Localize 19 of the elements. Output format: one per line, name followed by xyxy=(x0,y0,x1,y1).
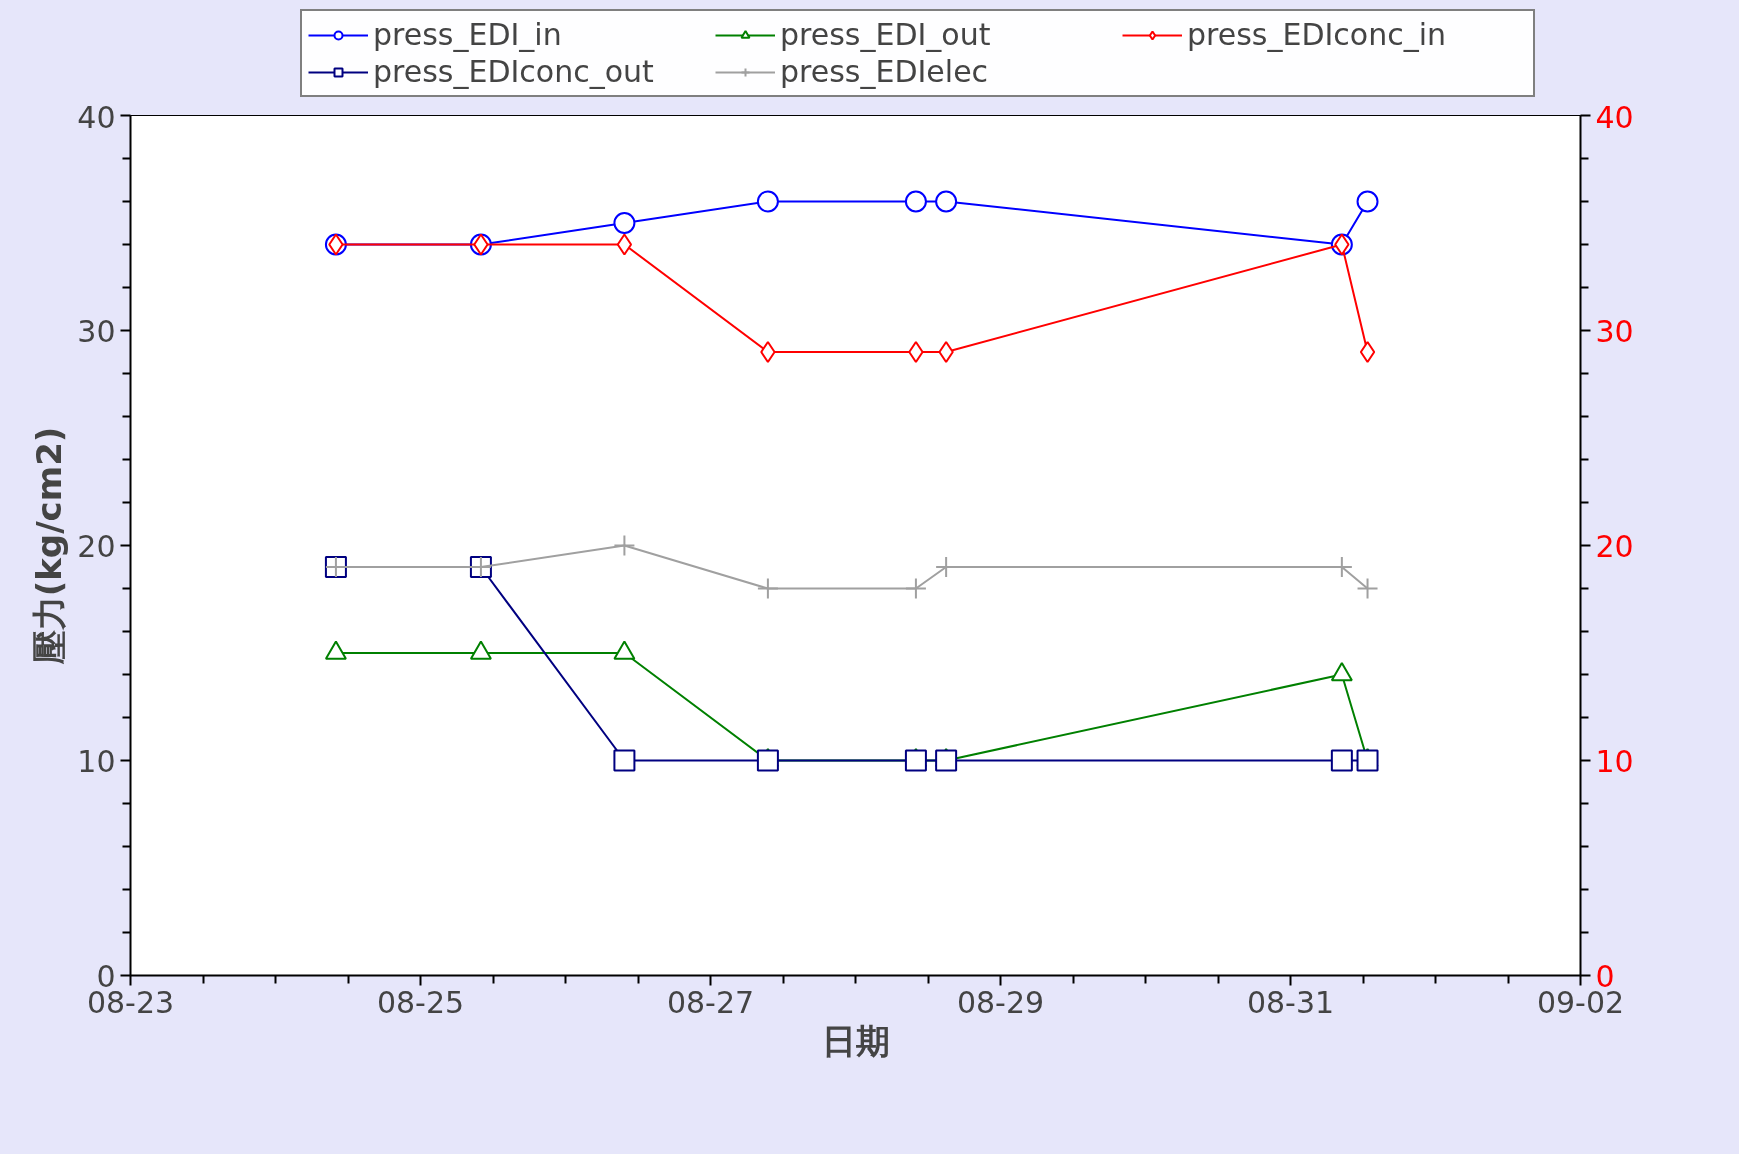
y2-tick-label: 10 xyxy=(1595,743,1634,779)
y-tick-label: 10 xyxy=(77,743,116,779)
y-axis-title: 壓力(kg/cm2) xyxy=(29,426,70,666)
legend-label: press_EDI_out xyxy=(780,17,992,52)
y-tick-label: 30 xyxy=(77,313,116,349)
x-tick-label: 08-25 xyxy=(376,984,465,1020)
legend-label: press_EDI_in xyxy=(373,17,563,52)
y-tick-label: 20 xyxy=(77,528,116,564)
y2-tick-label: 40 xyxy=(1595,99,1634,135)
legend-label: press_EDIelec xyxy=(780,54,990,89)
x-tick-label: 08-27 xyxy=(666,984,755,1020)
y2-tick-label: 20 xyxy=(1595,528,1634,564)
x-tick-label: 08-31 xyxy=(1246,984,1335,1020)
x-axis-title: 日期 xyxy=(821,1020,890,1061)
x-tick-label: 08-29 xyxy=(956,984,1045,1020)
y2-tick-label: 30 xyxy=(1595,313,1634,349)
legend-label: press_EDIconc_in xyxy=(1187,17,1448,52)
y-tick-label: 40 xyxy=(77,99,116,135)
legend-label: press_EDIconc_out xyxy=(373,54,655,89)
